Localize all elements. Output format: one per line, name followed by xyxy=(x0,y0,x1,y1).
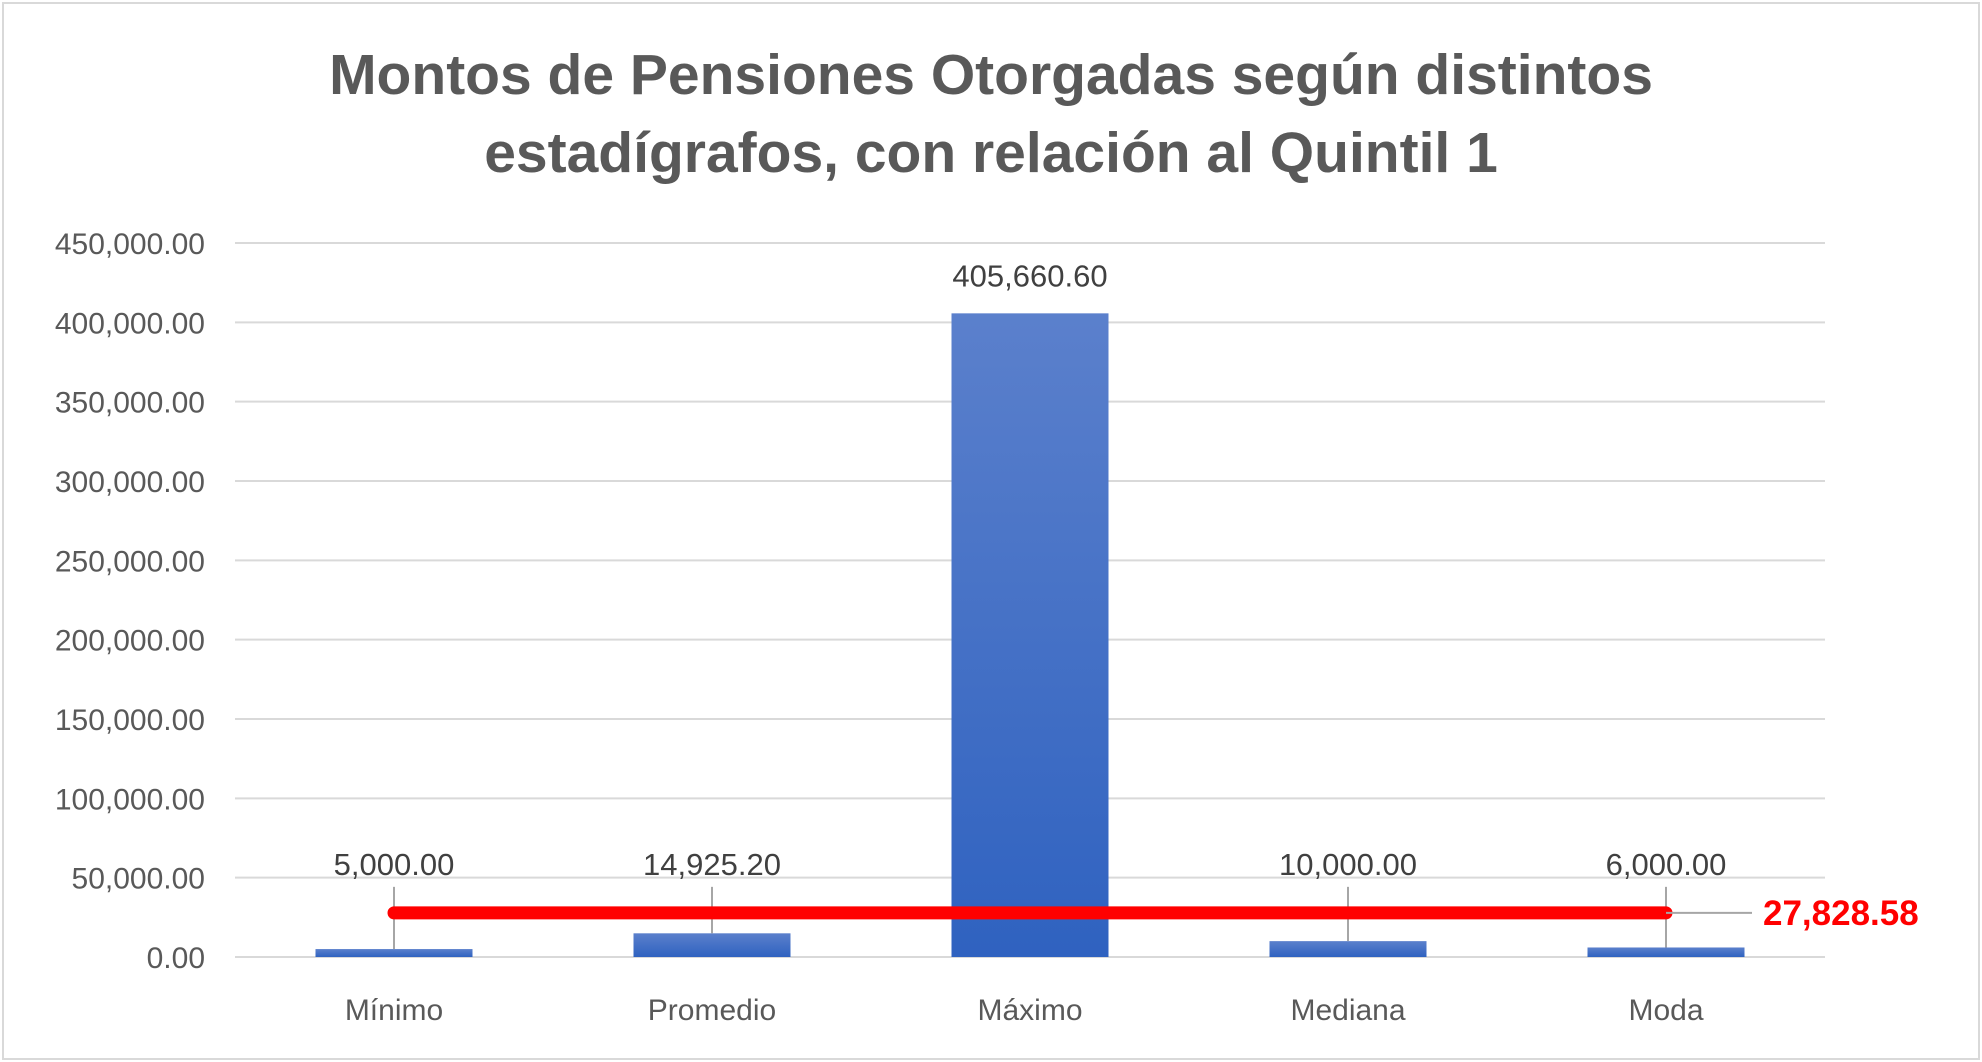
x-tick-label: Mínimo xyxy=(345,994,443,1027)
x-tick-label: Promedio xyxy=(648,994,776,1027)
data-labels: 5,000.00 14,925.20 405,660.60 10,000.00 6,00… xyxy=(334,258,1727,881)
y-tick-label: 50,000.00 xyxy=(72,863,205,896)
bars xyxy=(315,313,1745,958)
bar xyxy=(633,933,791,957)
bar xyxy=(315,949,473,957)
chart-title: Montos de Pensiones Otorgadas según dist… xyxy=(0,36,1982,192)
x-tick-label: Moda xyxy=(1628,994,1703,1027)
x-tick-label: Mediana xyxy=(1290,994,1405,1027)
x-axis: Mínimo Promedio Máximo Mediana Moda xyxy=(345,994,1704,1027)
data-label: 10,000.00 xyxy=(1279,847,1417,882)
chart-title-line-1: Montos de Pensiones Otorgadas según dist… xyxy=(329,43,1653,107)
y-tick-label: 350,000.00 xyxy=(55,387,205,420)
data-label: 14,925.20 xyxy=(643,847,781,882)
reference-line-group: 27,828.58 xyxy=(387,894,1919,933)
bar xyxy=(951,313,1109,958)
bar xyxy=(1587,947,1745,957)
chart-title-line-2: estadígrafos, con relación al Quintil 1 xyxy=(484,121,1498,185)
y-axis: 0.00 50,000.00 100,000.00 150,000.00 200,000… xyxy=(55,228,205,975)
y-tick-label: 0.00 xyxy=(147,942,205,975)
data-label: 5,000.00 xyxy=(334,847,455,882)
x-tick-label: Máximo xyxy=(977,994,1082,1027)
y-tick-label: 250,000.00 xyxy=(55,545,205,578)
bar xyxy=(1269,941,1427,957)
y-tick-label: 200,000.00 xyxy=(55,625,205,658)
y-tick-label: 400,000.00 xyxy=(55,307,205,340)
y-tick-label: 450,000.00 xyxy=(55,228,205,261)
data-label: 6,000.00 xyxy=(1606,847,1727,882)
y-tick-label: 300,000.00 xyxy=(55,466,205,499)
y-tick-label: 100,000.00 xyxy=(55,783,205,816)
reference-line-label: 27,828.58 xyxy=(1763,894,1919,933)
y-tick-label: 150,000.00 xyxy=(55,704,205,737)
data-label: 405,660.60 xyxy=(952,258,1107,293)
